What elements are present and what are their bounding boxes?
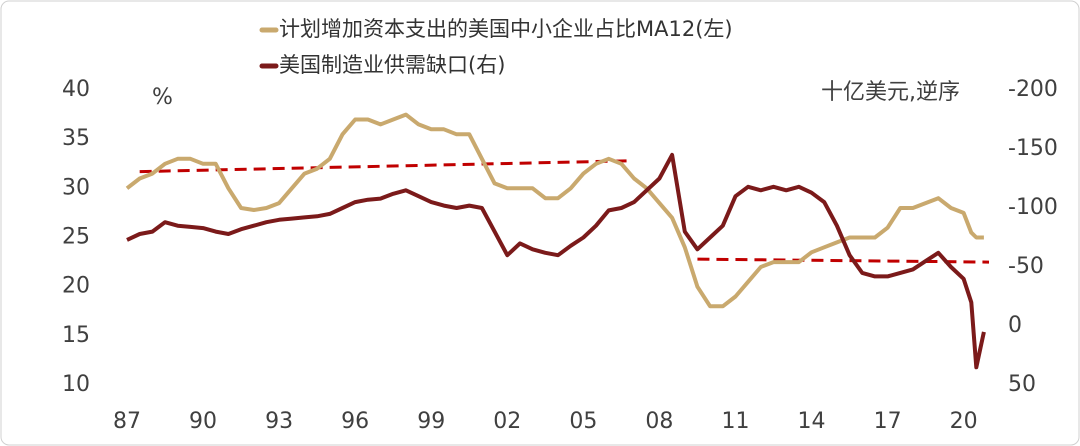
legend-label: 美国制造业供需缺口(右)	[279, 53, 505, 77]
legend-label: 计划增加资本支出的美国中小企业占比MA12(左)	[279, 17, 733, 41]
trend-line	[697, 257, 990, 264]
series-line	[126, 152, 986, 370]
y2-tick-label: 50	[1008, 372, 1036, 397]
y2-tick-label: -100	[1008, 195, 1058, 220]
x-tick-label: 11	[721, 409, 749, 434]
y2-axis-unit: 十亿美元,逆序	[821, 80, 960, 105]
x-tick-label: 96	[341, 409, 369, 434]
y-axis-unit: %	[152, 85, 173, 110]
x-tick-label: 17	[874, 409, 902, 434]
x-tick-label: 90	[189, 409, 217, 434]
x-tick-label: 87	[113, 409, 141, 434]
x-tick-label: 99	[417, 409, 445, 434]
y2-tick-label: -200	[1008, 77, 1058, 102]
y2-tick-label: 0	[1008, 313, 1022, 338]
y2-tick-label: -150	[1008, 136, 1058, 161]
y-tick-label: 25	[62, 225, 90, 250]
x-tick-label: 20	[950, 409, 978, 434]
y-tick-label: 10	[62, 372, 90, 397]
y2-tick-label: -50	[1008, 254, 1044, 279]
y-tick-label: 15	[62, 323, 90, 348]
x-tick-label: 05	[569, 409, 597, 434]
series-line	[125, 112, 984, 309]
x-tick-label: 08	[645, 409, 673, 434]
y-tick-label: 20	[62, 274, 90, 299]
x-tick-label: 02	[493, 409, 521, 434]
y-tick-label: 30	[62, 175, 90, 200]
x-tick-label: 14	[798, 409, 826, 434]
trend-line	[139, 159, 630, 174]
x-tick-label: 93	[265, 409, 293, 434]
y-tick-label: 40	[62, 77, 90, 102]
y-tick-label: 35	[62, 126, 90, 151]
